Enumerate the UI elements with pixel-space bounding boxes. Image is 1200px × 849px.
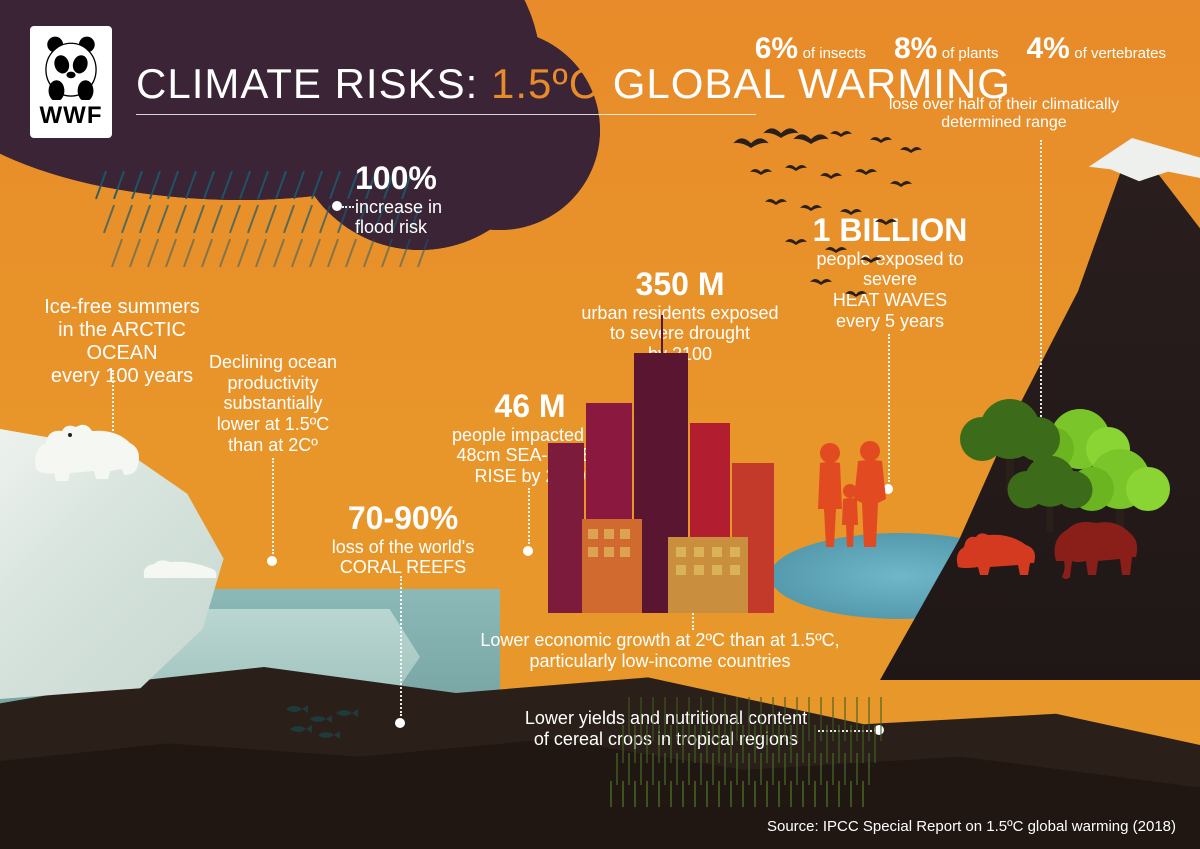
dot	[332, 201, 342, 211]
species-vertebrates: 4% of vertebrates	[1026, 32, 1166, 66]
wwf-logo: WWF	[30, 26, 112, 138]
species-plants: 8% of plants	[894, 32, 999, 66]
stat-label: flood risk	[355, 217, 442, 238]
stat-label: substantially	[188, 393, 358, 414]
stat-coral: 70-90% loss of the world's CORAL REEFS	[308, 500, 498, 578]
building	[548, 443, 584, 613]
leader	[528, 488, 530, 544]
source-text: Source: IPCC Special Report on 1.5ºC glo…	[767, 818, 1176, 835]
leader	[342, 206, 354, 208]
big-cat-icon	[950, 523, 1040, 579]
stat-value: 6%	[755, 32, 798, 65]
stat-label: of vertebrates	[1074, 45, 1166, 62]
species-insects: 6% of insects	[755, 32, 866, 66]
stat-value: 70-90%	[308, 500, 498, 537]
title-underline	[136, 114, 756, 115]
stat-label: Declining ocean	[188, 352, 358, 373]
dot	[267, 556, 277, 566]
stat-flood: 100% increase in flood risk	[355, 160, 442, 238]
city-skyline	[548, 383, 778, 613]
title-accent: 1.5ºC	[491, 60, 600, 107]
stat-value: 4%	[1026, 32, 1069, 65]
stat-value: 100%	[355, 160, 442, 197]
stat-label: to severe drought	[570, 323, 790, 344]
stat-label: Ice-free summers	[22, 296, 222, 319]
bird-flock	[730, 125, 950, 325]
stat-economic: Lower economic growth at 2ºC than at 1.5…	[480, 630, 840, 671]
polar-bear-swimming-icon	[140, 554, 220, 584]
stat-label: lower at 1.5ºC	[188, 414, 358, 435]
building	[668, 537, 748, 613]
crops	[610, 697, 870, 807]
stat-label: increase in	[355, 197, 442, 218]
family-icon	[810, 439, 900, 549]
stat-label: Lower economic growth at 2ºC than at 1.5…	[480, 630, 840, 671]
dot	[395, 718, 405, 728]
title-prefix: CLIMATE RISKS:	[136, 60, 491, 107]
panda-icon	[38, 34, 104, 100]
dot	[523, 546, 533, 556]
elephant-icon	[1044, 511, 1144, 581]
stat-label: loss of the world's	[308, 537, 498, 558]
infographic: WWF CLIMATE RISKS: 1.5ºC GLOBAL WARMING …	[0, 0, 1200, 849]
stat-label: of insects	[803, 45, 866, 62]
leader	[272, 458, 274, 554]
stat-label: than at 2Cº	[188, 435, 358, 456]
stat-ocean-productivity: Declining ocean productivity substantial…	[188, 352, 358, 455]
stat-value: 8%	[894, 32, 937, 65]
leader	[400, 576, 402, 716]
building	[582, 519, 642, 613]
stat-label: CORAL REEFS	[308, 557, 498, 578]
stat-label: of plants	[942, 45, 999, 62]
leader	[1040, 140, 1042, 420]
stat-label: productivity	[188, 373, 358, 394]
species-stats: 6% of insects 8% of plants 4% of vertebr…	[755, 32, 1166, 66]
polar-bear-icon	[26, 409, 146, 489]
wwf-logo-text: WWF	[40, 102, 103, 130]
fish-school-icon	[280, 699, 360, 749]
